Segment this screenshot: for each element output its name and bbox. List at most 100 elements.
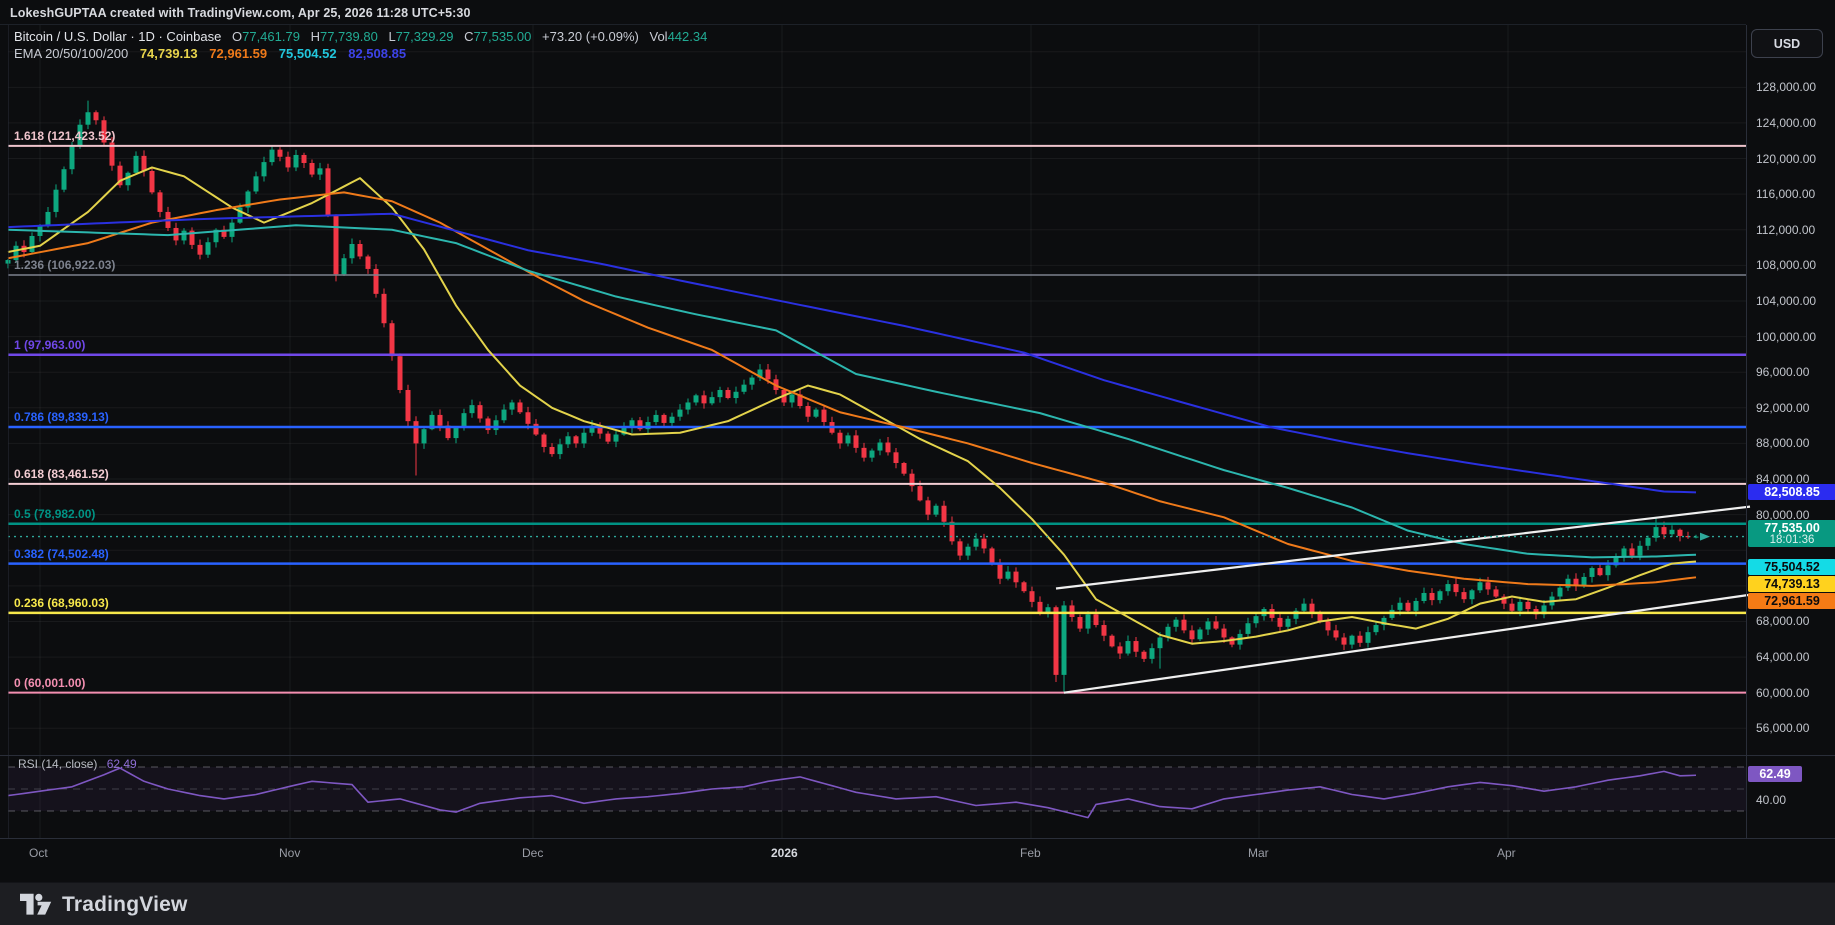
candle-body (597, 425, 603, 434)
candle-body (333, 215, 339, 275)
candle-body (397, 356, 403, 390)
candle-body (853, 435, 859, 448)
tradingview-logo-icon[interactable] (20, 892, 52, 918)
candle-body (941, 505, 947, 522)
candle-body (421, 429, 427, 444)
price-axis-tick: 60,000.00 (1756, 685, 1810, 700)
candle-body (1629, 548, 1635, 556)
fib-label: 0.5 (78,982.00) (14, 506, 96, 521)
candle-body (317, 168, 323, 175)
price-axis-tick: 64,000.00 (1756, 650, 1810, 665)
high-label: H (310, 29, 320, 44)
candle-body (293, 154, 299, 168)
candle-body (1349, 635, 1355, 645)
candle-body (669, 416, 675, 423)
ema-label: EMA 20/50/100/200 (14, 46, 129, 61)
candle-body (117, 165, 123, 186)
candle-body (1645, 537, 1651, 546)
candle-body (1621, 548, 1627, 557)
candle-body (1173, 619, 1179, 627)
candle-body (1557, 587, 1563, 597)
candle-body (221, 229, 227, 237)
candle-body (453, 427, 459, 439)
candle-body (69, 145, 75, 170)
candle-body (277, 149, 283, 157)
candle-body (1053, 607, 1059, 675)
chart-canvas[interactable] (0, 0, 1835, 880)
candle-body (1181, 619, 1187, 631)
candle-body (933, 505, 939, 515)
candle-body (1013, 571, 1019, 583)
time-axis-tick: Nov (279, 846, 301, 860)
candle-body (1605, 565, 1611, 576)
candle-body (869, 450, 875, 458)
candle-body (709, 397, 715, 404)
candle-body (1581, 576, 1587, 586)
candle-body (797, 394, 803, 407)
candle-body (1133, 641, 1139, 652)
candle-body (1365, 632, 1371, 643)
open-label: O (231, 29, 243, 44)
candle-body (141, 155, 147, 171)
time-axis-tick: Dec (522, 846, 544, 860)
candle-body (237, 207, 243, 223)
rsi-axis-tick: 40.00 (1756, 793, 1787, 807)
currency-toggle-button[interactable]: USD (1751, 29, 1823, 58)
candle-body (1477, 582, 1483, 591)
candle-body (461, 413, 467, 428)
candle-body (1117, 646, 1123, 654)
candle-body (997, 562, 1003, 579)
candle-body (1341, 637, 1347, 645)
candle-body (629, 420, 635, 428)
price-badge: 62.49 (1748, 765, 1802, 782)
candle-body (1125, 641, 1131, 654)
candle-body (1157, 637, 1163, 649)
candle-body (949, 521, 955, 542)
candle-body (93, 112, 99, 121)
fib-label: 1.618 (121,423.52) (14, 128, 116, 143)
candle-body (1501, 596, 1507, 604)
candle-body (357, 244, 363, 257)
price-axis-tick: 104,000.00 (1756, 293, 1817, 308)
candle-body (1229, 637, 1235, 645)
candle-body (477, 405, 483, 419)
candle-body (1469, 590, 1475, 600)
price-axis-tick: 128,000.00 (1756, 80, 1817, 95)
candle-body (1333, 630, 1339, 638)
candle-body (1149, 648, 1155, 659)
candle-body (1245, 623, 1251, 634)
candle-body (269, 149, 275, 163)
price-axis-tick: 112,000.00 (1756, 222, 1816, 237)
candle-body (493, 420, 499, 431)
price-axis-tick: 100,000.00 (1756, 329, 1817, 344)
candle-body (877, 442, 883, 451)
trendline (1055, 505, 1751, 590)
candle-body (1317, 612, 1323, 622)
candle-body (1437, 591, 1443, 601)
candle-body (717, 390, 723, 398)
price-axis-tick: 88,000.00 (1756, 436, 1810, 451)
candle-body (557, 444, 563, 455)
candle-body (101, 120, 107, 143)
rsi-legend[interactable]: RSI (14, close) 62.49 (18, 757, 137, 771)
candle-body (605, 433, 611, 442)
symbol-legend[interactable]: Bitcoin / U.S. Dollar · 1D · Coinbase O7… (14, 29, 707, 44)
candle-body (1485, 582, 1491, 590)
candle-body (1045, 607, 1051, 613)
candle-body (653, 414, 659, 423)
candle-body (917, 486, 923, 501)
candle-body (1093, 614, 1099, 626)
tradingview-wordmark[interactable]: TradingView (62, 892, 188, 916)
candle-body (725, 390, 731, 399)
candle-body (1197, 629, 1203, 640)
rsi-band (8, 767, 1746, 811)
candle-body (1445, 584, 1451, 592)
ema-legend[interactable]: EMA 20/50/100/200 74,739.13 72,961.59 75… (14, 46, 406, 61)
candle-body (861, 447, 867, 458)
volume-value: 442.34 (667, 29, 708, 44)
candle-body (573, 436, 579, 444)
open-value: 77,461.79 (242, 29, 300, 44)
close-value: 77,535.00 (473, 29, 532, 44)
time-axis-tick: Oct (29, 846, 48, 860)
